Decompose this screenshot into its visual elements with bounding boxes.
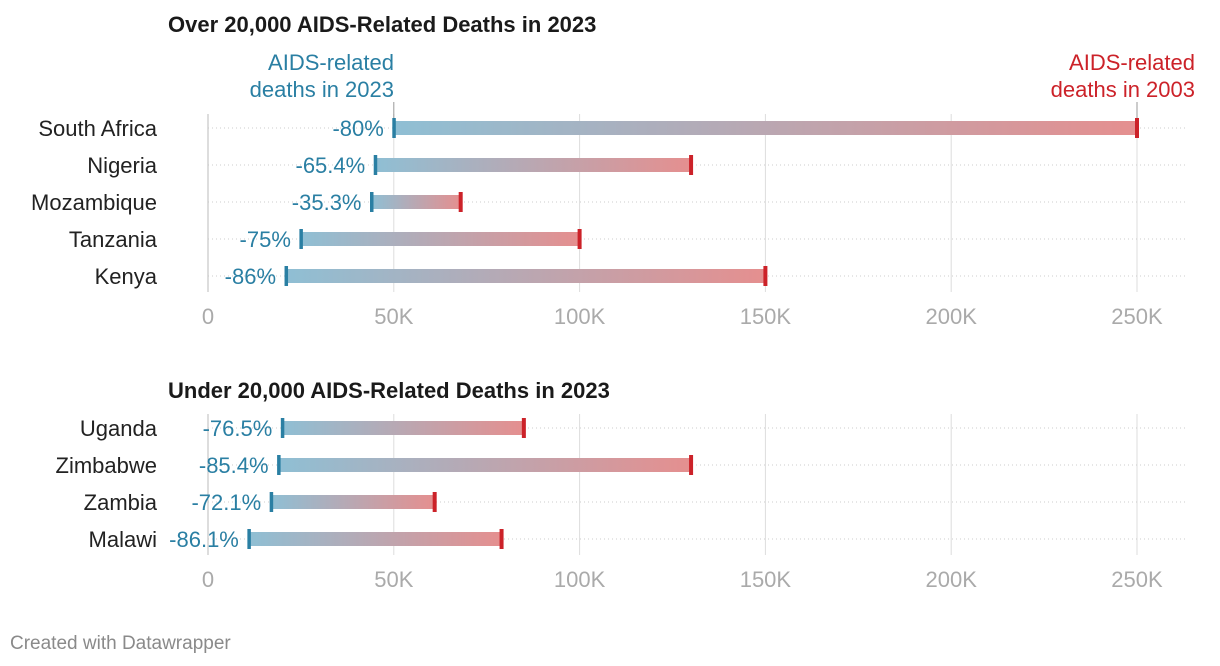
marker-2003 [432,492,437,512]
chart-title: Under 20,000 AIDS-Related Deaths in 2023 [168,378,610,403]
annotation-2003-line: deaths in 2003 [1051,77,1195,102]
x-tick-label: 150K [740,304,792,329]
marker-2023 [370,192,374,212]
x-tick-label: 0 [202,567,214,592]
country-label: Mozambique [31,190,157,215]
country-label: Zambia [84,490,158,515]
footer-credit: Created with Datawrapper [10,633,231,654]
marker-2023 [373,155,378,175]
range-bar [371,195,461,209]
change-label: -35.3% [292,190,362,215]
range-bar [248,532,502,546]
x-tick-label: 100K [554,304,606,329]
change-label: -72.1% [191,490,261,515]
marker-2023 [299,229,303,249]
country-label: Kenya [95,264,158,289]
range-bar [278,458,692,472]
annotation-2023-line: AIDS-related [268,50,394,75]
x-tick-label: 50K [374,567,413,592]
x-tick-label: 200K [926,567,978,592]
change-label: -86.1% [169,527,239,552]
marker-2023 [280,418,285,438]
x-tick-label: 0 [202,304,214,329]
change-label: -80% [332,116,383,141]
marker-2023 [392,118,396,138]
marker-2023 [277,455,281,475]
country-label: Nigeria [87,153,157,178]
range-bar [300,232,580,246]
marker-2003 [1135,118,1139,138]
country-label: South Africa [38,116,157,141]
marker-2003 [763,266,768,286]
range-bar [282,421,524,435]
marker-2023 [247,529,251,549]
x-tick-label: 200K [926,304,978,329]
marker-2003 [577,229,582,249]
marker-2023 [284,266,289,286]
country-label: Malawi [89,527,157,552]
annotation-2003: AIDS-related deaths in 2003 [1051,50,1195,102]
x-tick-label: 250K [1111,567,1163,592]
change-label: -76.5% [203,416,273,441]
change-label: -65.4% [296,153,366,178]
marker-2003 [521,418,526,438]
marker-2003 [499,529,504,549]
annotation-2023: AIDS-related deaths in 2023 [250,50,394,102]
change-label: -75% [240,227,291,252]
marker-2023 [269,492,274,512]
change-label: -86% [225,264,276,289]
range-bar [393,121,1137,135]
x-tick-label: 100K [554,567,606,592]
annotation-2003-line: AIDS-related [1069,50,1195,75]
marker-2003 [458,192,463,212]
chart-title: Over 20,000 AIDS-Related Deaths in 2023 [168,12,596,37]
marker-2003 [689,155,694,175]
country-label: Uganda [80,416,158,441]
range-bar [375,158,692,172]
country-label: Tanzania [69,227,158,252]
range-bar [286,269,766,283]
country-label: Zimbabwe [56,453,157,478]
range-bar [271,495,435,509]
x-tick-label: 50K [374,304,413,329]
change-label: -85.4% [199,453,269,478]
x-tick-label: 150K [740,567,792,592]
annotation-2023-line: deaths in 2023 [250,77,394,102]
marker-2003 [689,455,694,475]
x-tick-label: 250K [1111,304,1163,329]
